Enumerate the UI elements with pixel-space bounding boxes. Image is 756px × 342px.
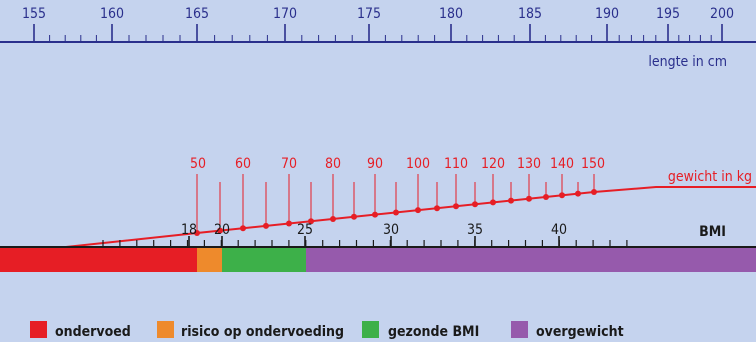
bmi-scale: 18 20 25 30 35 40 BMI [0, 222, 756, 248]
legend-label-risico: risico op ondervoeding [181, 324, 344, 340]
height-tick-label: 155 [22, 6, 46, 22]
weight-point [559, 192, 565, 199]
weight-tick-labels: 50 60 70 80 90 100 110 120 130 140 150 [190, 156, 605, 172]
band-overgewicht [306, 248, 756, 272]
bmi-ticks [102, 236, 628, 247]
legend-swatch-risico [157, 321, 174, 338]
weight-point [472, 201, 478, 208]
weight-tick-label: 130 [517, 156, 541, 172]
legend: ondervoed risico op ondervoeding gezonde… [30, 321, 624, 340]
legend-item-gezond: gezonde BMI [362, 321, 479, 340]
weight-tick-label: 100 [406, 156, 430, 172]
weight-point [240, 225, 246, 232]
height-tick-label: 180 [439, 6, 463, 22]
weight-tick-label: 110 [444, 156, 468, 172]
weight-point [330, 215, 336, 222]
weight-point [217, 227, 223, 234]
height-tick-label: 165 [185, 6, 209, 22]
bmi-tick-label: 30 [383, 222, 399, 238]
legend-item-overgewicht: overgewicht [511, 321, 624, 340]
bmi-tick-label: 25 [297, 222, 313, 238]
weight-point [415, 207, 421, 214]
bmi-tick-label: 35 [467, 222, 483, 238]
weight-point [286, 220, 292, 227]
weight-point [351, 213, 357, 220]
height-tick-label: 200 [710, 6, 734, 22]
band-ondervoed [0, 248, 197, 272]
weight-point [508, 197, 514, 204]
legend-swatch-gezond [362, 321, 379, 338]
weight-axis-title: gewicht in kg [668, 169, 752, 185]
weight-ticks [194, 174, 597, 236]
weight-tick-label: 150 [581, 156, 605, 172]
height-tick-label: 170 [273, 6, 297, 22]
weight-scale: 50 60 70 80 90 100 110 120 130 140 150 g… [0, 156, 756, 255]
weight-point [393, 209, 399, 216]
weight-point [194, 230, 200, 236]
weight-point [575, 190, 581, 197]
height-axis-title: lengte in cm [648, 54, 727, 70]
weight-point [372, 211, 378, 218]
bmi-tick-labels: 18 20 25 30 35 40 [181, 222, 567, 238]
weight-point [263, 222, 269, 229]
band-risico [197, 248, 222, 272]
height-tick-label: 195 [656, 6, 680, 22]
weight-tick-label: 90 [367, 156, 383, 172]
legend-label-gezond: gezonde BMI [388, 324, 479, 340]
weight-point [453, 203, 459, 210]
legend-item-risico: risico op ondervoeding [157, 321, 344, 340]
legend-label-overgewicht: overgewicht [536, 324, 624, 340]
bmi-tick-label: 20 [214, 222, 230, 238]
bmi-category-bar [0, 248, 756, 272]
height-ticks [33, 24, 723, 42]
legend-swatch-overgewicht [511, 321, 528, 338]
weight-tick-label: 50 [190, 156, 206, 172]
legend-swatch-ondervoed [30, 321, 47, 338]
weight-point [308, 218, 314, 225]
height-tick-label: 175 [357, 6, 381, 22]
weight-point [591, 189, 597, 195]
weight-tick-label: 140 [550, 156, 574, 172]
weight-tick-label: 60 [235, 156, 251, 172]
weight-point [490, 199, 496, 206]
height-scale: 155 160 165 170 175 180 185 190 195 200 … [0, 6, 756, 70]
band-gezond [222, 248, 306, 272]
bmi-tick-label: 18 [181, 222, 197, 238]
height-tick-label: 190 [595, 6, 619, 22]
bmi-axis-title: BMI [699, 224, 726, 240]
legend-label-ondervoed: ondervoed [55, 324, 131, 340]
weight-point [526, 195, 532, 202]
height-tick-label: 185 [518, 6, 542, 22]
weight-point [434, 205, 440, 212]
weight-tick-label: 120 [481, 156, 505, 172]
weight-point [543, 193, 549, 200]
weight-tick-label: 80 [325, 156, 341, 172]
height-tick-label: 160 [100, 6, 124, 22]
bmi-tick-label: 40 [551, 222, 567, 238]
height-tick-labels: 155 160 165 170 175 180 185 190 195 200 [22, 6, 734, 22]
legend-item-ondervoed: ondervoed [30, 321, 131, 340]
weight-tick-label: 70 [281, 156, 297, 172]
